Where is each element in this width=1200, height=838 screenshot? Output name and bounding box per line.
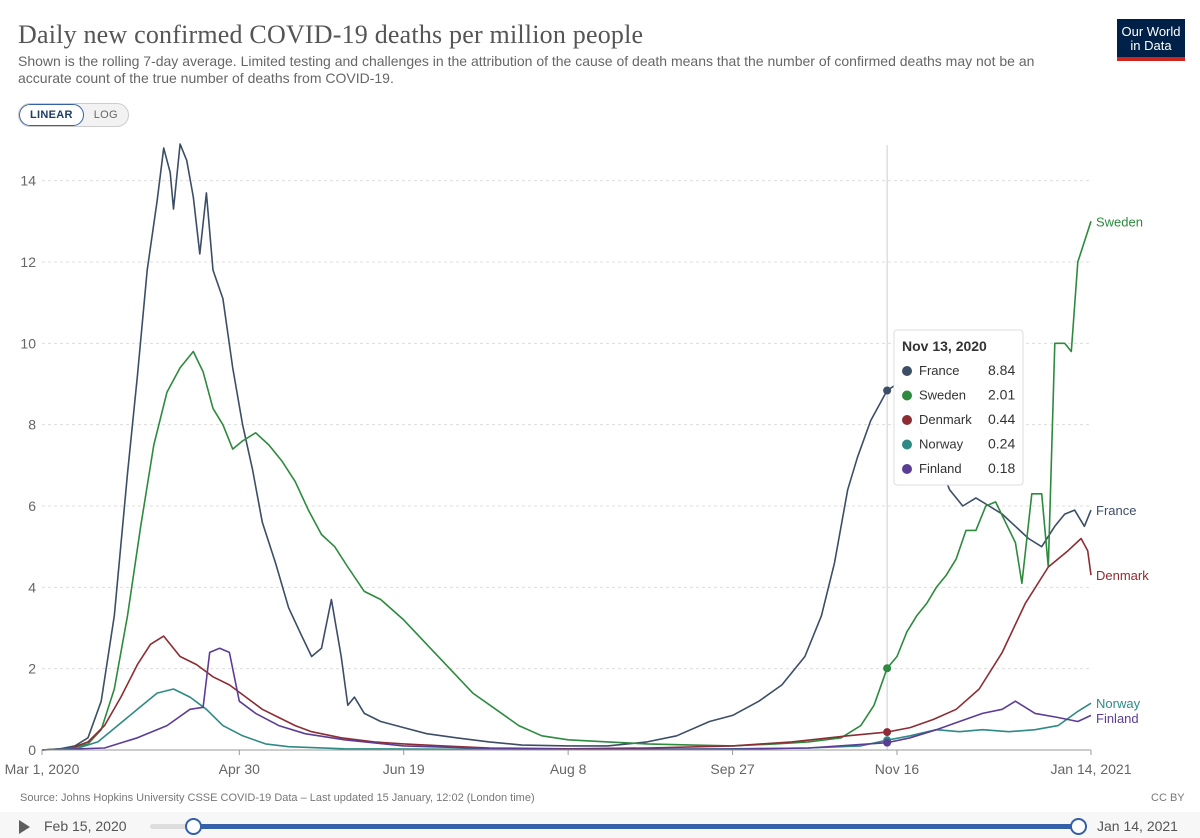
tooltip-swatch [902, 390, 912, 401]
x-tick-label: Nov 16 [875, 761, 920, 777]
x-tick-label: Jun 19 [383, 761, 425, 777]
grid-layer [42, 180, 1091, 670]
y-tick-label: 0 [28, 742, 36, 758]
y-tick-label: 12 [20, 254, 36, 270]
log-scale-button[interactable]: LOG [93, 109, 118, 121]
x-tick-label: Sep 27 [710, 761, 755, 777]
end-label-sweden: Sweden [1096, 214, 1143, 229]
timeline-end-handle[interactable] [1070, 818, 1087, 835]
tooltip-swatch [902, 439, 912, 450]
logo-line-2: in Data [1130, 38, 1172, 53]
series-line-finland [41, 647, 1092, 751]
logo-line-1: Our World [1121, 24, 1181, 39]
y-tick-label: 6 [28, 498, 36, 514]
hover-marker-sweden [883, 664, 892, 673]
scale-toggle: LINEAR LOG [18, 103, 129, 127]
y-tick-label: 2 [28, 661, 36, 677]
tooltip-value: 0.18 [988, 460, 1015, 476]
end-label-france: France [1096, 503, 1136, 518]
line-chart[interactable]: 0 2 4 6 8 10 12 14 Mar 1, 2020 Apr 30 Jun 19 Aug 8 S… [0, 140, 1200, 780]
series-line-denmark [41, 537, 1092, 751]
hover-marker-denmark [883, 728, 892, 737]
tooltip-swatch [902, 464, 912, 474]
tooltip-name: Denmark [919, 412, 972, 427]
end-label-finland: Finland [1096, 711, 1139, 726]
source-note: Source: Johns Hopkins University CSSE CO… [20, 792, 535, 804]
series-line-sweden [41, 221, 1092, 751]
x-tick-label: Mar 1, 2020 [5, 761, 80, 777]
y-tick-label: 10 [20, 335, 36, 351]
series-line-france [41, 143, 1092, 751]
hover-marker-france [883, 386, 892, 395]
axis-layer: 0 2 4 6 8 10 12 14 Mar 1, 2020 Apr 30 Jun 19 Aug 8 S… [5, 173, 1132, 777]
y-tick-label: 4 [28, 579, 36, 595]
tooltip-swatch [902, 366, 912, 376]
x-tick-label: Aug 8 [550, 761, 587, 777]
x-tick-label: Jan 14, 2021 [1051, 761, 1132, 777]
owid-logo[interactable]: Our World in Data [1117, 19, 1185, 61]
tooltip-value: 0.44 [988, 411, 1015, 427]
tooltip-value: 8.84 [988, 362, 1015, 378]
timeline-selected-range [193, 824, 1080, 829]
end-label-denmark: Denmark [1096, 568, 1149, 583]
y-tick-label: 8 [28, 417, 36, 433]
timeline-start-label: Feb 15, 2020 [44, 818, 127, 834]
tooltip-name: France [919, 363, 959, 378]
tooltip-box [893, 329, 1024, 486]
tooltip-swatch [902, 415, 912, 425]
tooltip-value: 0.24 [988, 436, 1015, 452]
chart-title: Daily new confirmed COVID-19 deaths per … [18, 20, 644, 49]
x-tick-label: Apr 30 [219, 761, 260, 777]
play-icon[interactable] [19, 820, 30, 834]
linear-scale-button[interactable]: LINEAR [19, 104, 84, 126]
y-tick-label: 14 [20, 173, 36, 189]
series-layer [41, 143, 1092, 751]
tooltip-value: 2.01 [988, 387, 1015, 403]
chart-subtitle: Shown is the rolling 7-day average. Limi… [18, 53, 1035, 86]
tooltip: Nov 13, 2020 France 8.84 Sweden 2.01 Denmark 0… [893, 329, 1024, 486]
tooltip-name: Sweden [919, 388, 966, 403]
license-link[interactable]: CC BY [1151, 792, 1185, 804]
hover-layer [883, 145, 892, 750]
tooltip-name: Norway [919, 437, 964, 452]
series-line-norway [41, 688, 1092, 751]
timeline-start-handle[interactable] [185, 818, 202, 835]
timeline: Feb 15, 2020 Jan 14, 2021 [0, 812, 1200, 838]
hover-marker-finland [883, 738, 892, 747]
tooltip-name: Finland [919, 461, 962, 476]
end-label-norway: Norway [1096, 696, 1141, 711]
timeline-end-label: Jan 14, 2021 [1097, 818, 1178, 834]
tooltip-date: Nov 13, 2020 [902, 338, 987, 354]
